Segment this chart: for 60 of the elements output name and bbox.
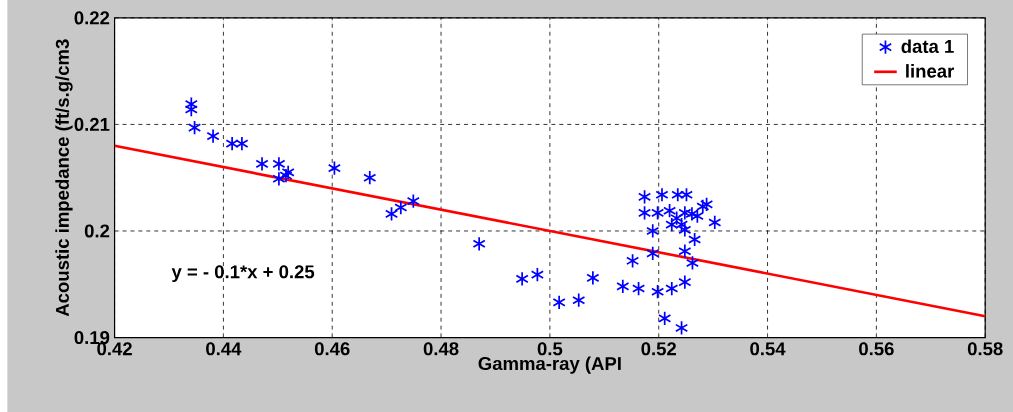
point: [658, 310, 672, 326]
point: [674, 320, 689, 336]
point: [690, 208, 704, 224]
y-tick-label: 0.19: [74, 330, 110, 345]
point: [665, 217, 679, 233]
x-tick-label: 0.42: [97, 342, 132, 356]
point: [646, 223, 660, 239]
annotation: y = - 0.1*x + 0.25: [171, 265, 315, 282]
point: [187, 120, 202, 136]
x-tick-label: 0.46: [314, 342, 350, 356]
point: [678, 205, 692, 221]
y-tick-label: 0.22: [74, 11, 110, 25]
point: [281, 164, 295, 180]
point: [637, 189, 652, 205]
point: [235, 136, 249, 152]
point: [685, 206, 699, 222]
x-tick-label: 0.52: [641, 342, 677, 356]
x-tick-label: 0.48: [423, 342, 459, 356]
point: [255, 156, 269, 172]
point: [708, 214, 722, 230]
point: [206, 128, 220, 144]
point: [679, 187, 694, 203]
point: [586, 270, 600, 286]
point: [626, 253, 640, 269]
point: [572, 292, 586, 308]
point: [631, 281, 646, 296]
legend-label: linear: [906, 64, 955, 78]
x-tick-label: 0.5: [537, 342, 563, 356]
point: [678, 274, 692, 290]
y-tick-label: 0.2: [84, 224, 110, 238]
point: [363, 170, 377, 186]
point: [665, 281, 679, 296]
point: [616, 278, 630, 294]
point: [472, 236, 486, 252]
point: [646, 245, 660, 261]
x-tick-label: 0.44: [206, 342, 242, 356]
point: [530, 267, 544, 283]
point: [696, 198, 710, 214]
point: [327, 160, 341, 176]
x-axis-title: Gamma-ray (API: [478, 356, 621, 374]
point: [384, 206, 399, 222]
point: [225, 136, 239, 152]
legend-label: data 1: [901, 39, 954, 54]
point: [655, 187, 669, 203]
point: [671, 187, 685, 203]
point: [272, 171, 286, 187]
point: [651, 205, 665, 221]
x-tick-label: 0.58: [967, 342, 1003, 356]
x-tick-label: 0.56: [859, 342, 894, 356]
point: [700, 196, 714, 212]
point: [651, 284, 665, 300]
point: [406, 193, 420, 209]
point: [552, 294, 566, 310]
point: [688, 232, 702, 247]
point: [637, 205, 652, 221]
y-axis-title: Acoustic impedance (ft/s.g/cm3: [55, 39, 73, 317]
point: [515, 271, 529, 287]
point: [394, 200, 408, 216]
x-tick-label: 0.54: [750, 342, 786, 356]
y-tick-label: 0.21: [74, 117, 110, 131]
